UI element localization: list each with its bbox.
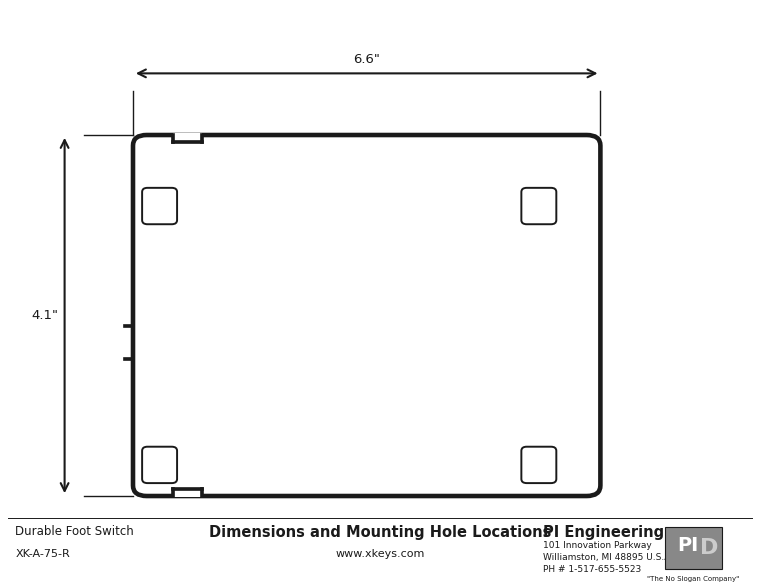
Bar (665, 527, 722, 569)
Text: XK-A-75-R: XK-A-75-R (15, 549, 70, 559)
FancyBboxPatch shape (133, 135, 600, 496)
Text: 6.6": 6.6" (353, 53, 380, 66)
FancyBboxPatch shape (142, 447, 177, 483)
Text: Durable Foot Switch: Durable Foot Switch (15, 525, 134, 538)
Text: www.xkeys.com: www.xkeys.com (335, 549, 425, 559)
Text: 4.1": 4.1" (31, 309, 59, 322)
Text: PH # 1-517-655-5523: PH # 1-517-655-5523 (543, 565, 641, 573)
Text: PI Engineering: PI Engineering (543, 525, 664, 540)
Bar (173, 487, 202, 497)
FancyBboxPatch shape (521, 447, 556, 483)
FancyBboxPatch shape (521, 188, 556, 224)
Text: 101 Innovation Parkway: 101 Innovation Parkway (543, 541, 652, 550)
Bar (173, 133, 202, 143)
Text: Williamston, MI 48895 U.S.A.: Williamston, MI 48895 U.S.A. (543, 553, 673, 562)
FancyBboxPatch shape (142, 188, 177, 224)
Text: D: D (700, 538, 719, 558)
Text: PI: PI (677, 536, 698, 555)
Text: Dimensions and Mounting Hole Locations: Dimensions and Mounting Hole Locations (209, 525, 551, 540)
Text: "The No Slogan Company": "The No Slogan Company" (648, 576, 739, 582)
